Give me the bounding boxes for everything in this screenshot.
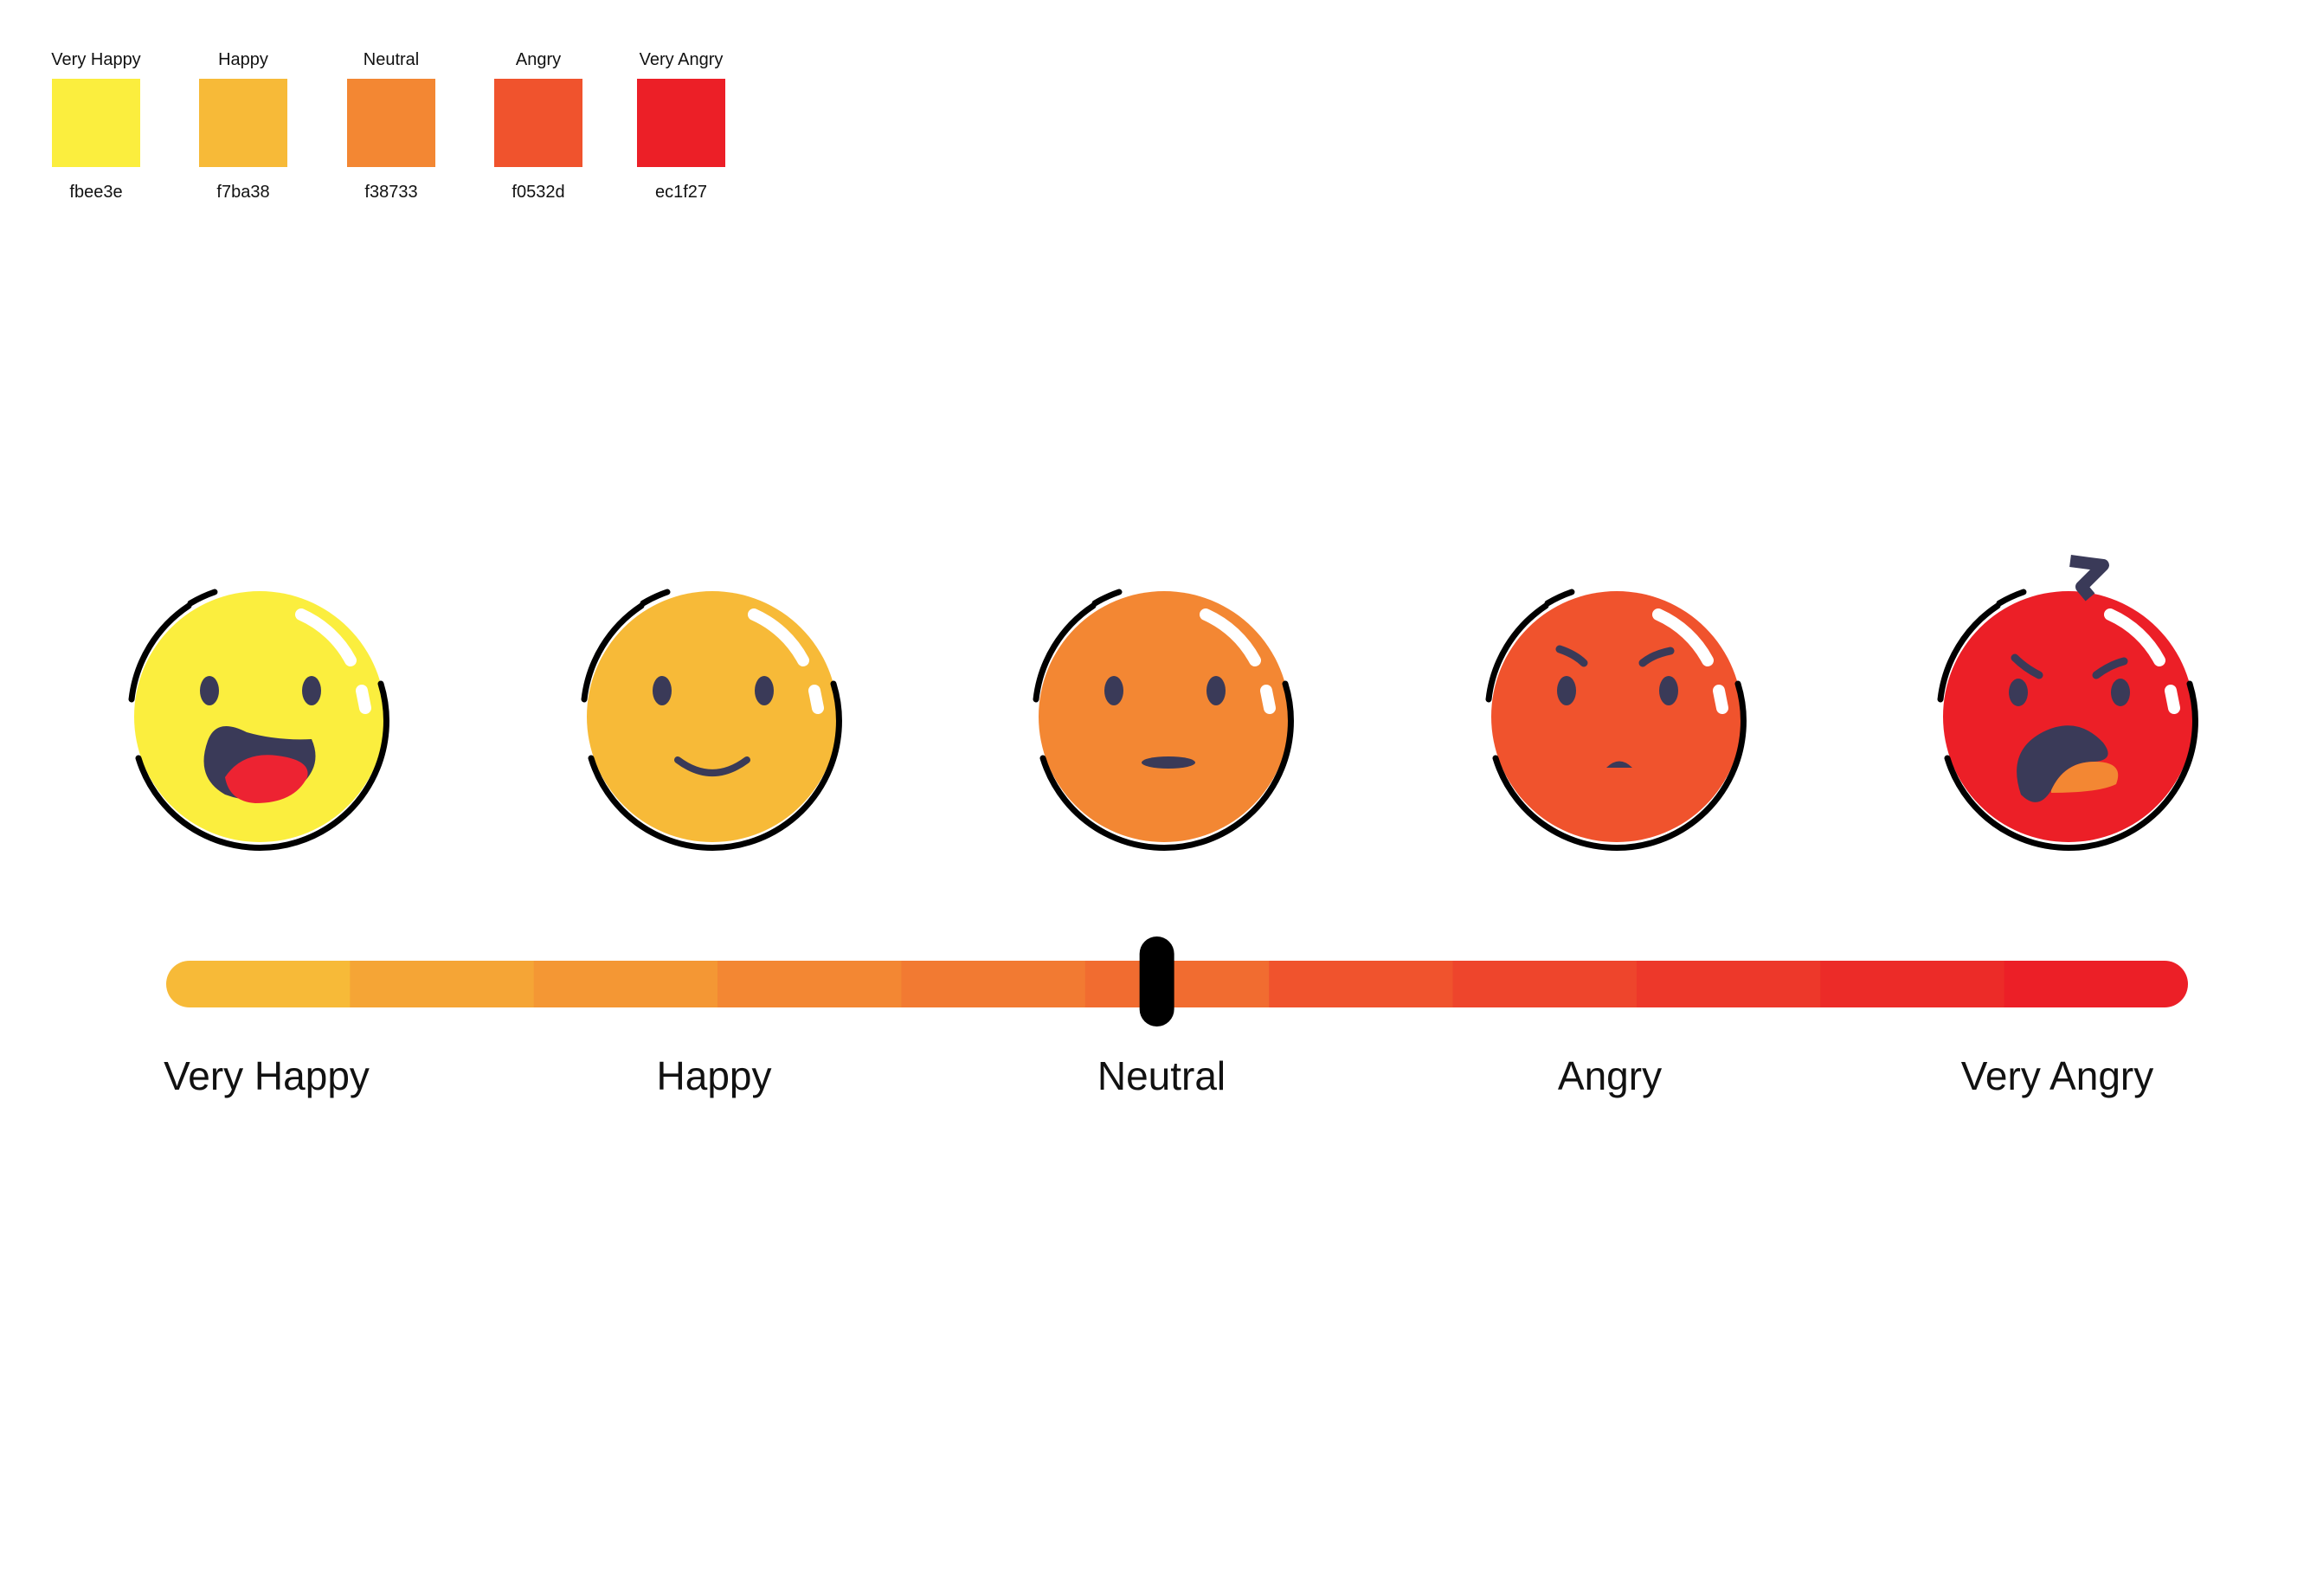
face-outline-segment (187, 589, 218, 607)
very-angry-face-icon[interactable] (1937, 555, 2198, 851)
face-fill (134, 591, 385, 842)
scale-label-neutral: Neutral (1097, 1053, 1226, 1098)
face-outline-segment (1937, 602, 2001, 703)
swatch-neutral: Neutral f38733 (326, 48, 456, 203)
right-eye (755, 676, 774, 705)
shine-highlight (1652, 608, 1714, 666)
left-eye (2009, 679, 2028, 706)
right-eye (1659, 676, 1678, 705)
slider-track-segment (2004, 961, 2188, 1007)
shine-highlight (2104, 608, 2165, 666)
slider-track-segment (1084, 961, 1271, 1007)
very-happy-face-icon[interactable] (128, 589, 389, 851)
shine-dot (1260, 685, 1276, 714)
face-outline-segment (1091, 589, 1123, 607)
face-outline-segment (581, 602, 645, 703)
swatch-angry: Angry f0532d (473, 48, 603, 203)
swatch-name: Angry (515, 50, 562, 69)
right-eyebrow (1638, 647, 1675, 667)
face-outline-segment (1033, 602, 1097, 703)
swatch-hex: fbee3e (69, 183, 123, 202)
slider-track-segment (166, 961, 351, 1007)
slider-track-segment (1636, 961, 1822, 1007)
left-eye (1557, 676, 1576, 705)
anger-vein-icon (2069, 555, 2109, 602)
face-outline-segment (1996, 589, 2027, 607)
scale-label-very-happy: Very Happy (164, 1053, 370, 1098)
shine-highlight (295, 608, 357, 666)
face-outline (1944, 680, 2198, 851)
scale-label-angry: Angry (1557, 1053, 1663, 1098)
swatch-name: Happy (218, 50, 268, 69)
shine-highlight (748, 608, 809, 666)
slider-track-segment (1452, 961, 1638, 1007)
swatch-happy: Happy f7ba38 (178, 48, 308, 203)
slider-track-segment (350, 961, 535, 1007)
flat-mouth (1142, 756, 1195, 769)
smile-mouth (674, 756, 750, 776)
face-outline (1039, 680, 1294, 851)
face-fill (1943, 591, 2194, 842)
swatch-very-angry: Very Angry ec1f27 (616, 48, 746, 203)
swatch-very-happy: Very Happy fbee3e (31, 48, 161, 203)
right-eye (302, 676, 321, 705)
face-fill (1039, 591, 1290, 842)
face-outline (135, 680, 389, 851)
frown-mouth (1606, 761, 1632, 768)
swatch-color-box (199, 79, 287, 167)
mood-slider-thumb[interactable] (1139, 936, 1174, 1026)
face-outline-segment (128, 602, 192, 703)
swatch-hex: f0532d (512, 183, 565, 202)
swatch-hex: ec1f27 (654, 183, 708, 202)
swatch-name: Neutral (363, 50, 420, 69)
swatch-name: Very Angry (639, 50, 724, 69)
left-eye (1104, 676, 1123, 705)
scale-label-very-angry: Very Angry (1960, 1053, 2154, 1098)
left-eyebrow (1555, 645, 1588, 667)
neutral-face-icon[interactable] (1033, 589, 1294, 851)
angry-face-icon[interactable] (1485, 589, 1747, 851)
face-fill (587, 591, 838, 842)
right-eye (2111, 679, 2130, 706)
left-eye (653, 676, 672, 705)
left-eye (200, 676, 219, 705)
swatch-color-box (347, 79, 435, 167)
face-outline-segment (1485, 602, 1549, 703)
tongue (2051, 762, 2119, 793)
face-outline-segment (640, 589, 671, 607)
swatch-hex: f38733 (364, 183, 418, 202)
right-eye (1206, 676, 1226, 705)
slider-track-segment (1269, 961, 1454, 1007)
swatch-hex: f7ba38 (216, 183, 270, 202)
face-fill (1491, 591, 1742, 842)
yelling-mouth (2017, 725, 2108, 802)
swatch-color-box (637, 79, 725, 167)
shine-dot (808, 685, 824, 714)
happy-face-icon[interactable] (581, 589, 842, 851)
shine-dot (1713, 685, 1728, 714)
right-eyebrow (2092, 657, 2128, 679)
face-outline (1492, 680, 1747, 851)
scale-label-happy: Happy (656, 1053, 772, 1098)
slider-track-segment (533, 961, 719, 1007)
face-outline (588, 680, 842, 851)
swatch-name: Very Happy (51, 50, 141, 69)
slider-track-segment (901, 961, 1086, 1007)
color-palette: Very Happy fbee3e Happy f7ba38 Neutral f… (0, 0, 779, 225)
swatch-color-box (494, 79, 582, 167)
slider-track-segment (717, 961, 903, 1007)
face-outline-segment (1544, 589, 1575, 607)
shine-dot (2165, 685, 2180, 714)
tongue (225, 755, 308, 803)
left-eyebrow (2011, 653, 2043, 679)
shine-dot (356, 685, 371, 714)
slider-track-segment (1820, 961, 2005, 1007)
swatch-color-box (52, 79, 140, 167)
mood-slider-track[interactable] (166, 961, 2189, 1007)
shine-highlight (1200, 608, 1261, 666)
